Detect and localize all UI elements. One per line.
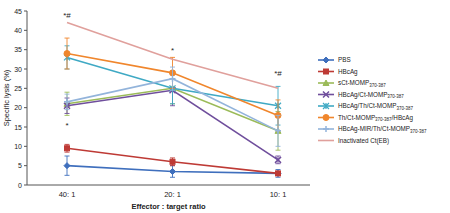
legend-item: HBcAg [318, 68, 358, 76]
y-tick-label: 0 [18, 182, 22, 189]
annotation: *# [63, 11, 71, 20]
marker [323, 92, 329, 98]
legend-item: PBS [318, 56, 351, 63]
marker [65, 146, 70, 151]
marker [324, 69, 329, 74]
marker [323, 103, 329, 109]
marker [323, 126, 329, 132]
annotation: *# [274, 69, 282, 78]
legend-label: Th/Ct-MOMP370-387/HBcAg [338, 114, 413, 123]
chart: 0 5 10 15 20 25 30 35 40 45 40: 1 20: 1 10: 1 Effecto… [0, 0, 450, 213]
y-tick [24, 165, 27, 166]
legend-item: Th/Ct-MOMP370-387/HBcAg [318, 114, 413, 123]
x-tick-label: 40: 1 [59, 190, 76, 199]
series-line [67, 148, 278, 173]
error-bar [276, 171, 281, 175]
legend-item: HBcAg/Ct-MOMP370-387 [318, 91, 404, 100]
legend-label: sCt-MOMP370-387 [338, 79, 386, 88]
y-tick-label: 40 [14, 27, 22, 34]
legend-label: PBS [338, 56, 351, 63]
y-tick [24, 185, 27, 186]
error-bar [65, 156, 70, 175]
series [64, 46, 281, 125]
marker [170, 168, 176, 174]
marker [64, 51, 70, 57]
series-line [67, 23, 278, 89]
series-line [67, 54, 278, 116]
y-tick [24, 69, 27, 70]
error-bar [170, 158, 175, 166]
y-tick [24, 88, 27, 89]
series [64, 156, 281, 177]
series [64, 67, 281, 146]
y-tick-label: 10 [14, 143, 22, 150]
marker [64, 99, 70, 105]
y-tick [24, 107, 27, 108]
series-line [67, 57, 278, 105]
error-bar [65, 38, 70, 69]
legend-label: HBcAg/Ct-MOMP370-387 [338, 91, 404, 100]
marker [276, 171, 281, 176]
error-bar [276, 112, 281, 151]
y-tick [24, 30, 27, 31]
x-tick-label: 20: 1 [164, 190, 181, 199]
series [65, 144, 281, 176]
error-bar [170, 67, 175, 90]
legend-item: HBcAg-MIR/Th/Ct-MOMP370-387 [318, 125, 427, 134]
annotation: * [171, 46, 174, 55]
y-axis-title: Specific lysis (%) [2, 69, 11, 126]
marker [275, 128, 281, 134]
y-tick [24, 11, 27, 12]
marker [170, 159, 175, 164]
annotation: * [65, 121, 68, 130]
error-bar [170, 166, 175, 178]
marker [275, 128, 281, 134]
legend-item: sCt-MOMP370-387 [318, 79, 386, 88]
marker [323, 57, 329, 63]
legend-label: HBcAg/Th/Ct-MOMP370-387 [338, 102, 413, 111]
legend-item: HBcAg/Th/Ct-MOMP370-387 [318, 102, 413, 111]
series [67, 23, 278, 89]
plot-area [64, 23, 281, 178]
marker [275, 157, 281, 163]
x-tick-label: 10: 1 [270, 190, 287, 199]
marker [323, 80, 329, 86]
legend-label: HBcAg [338, 68, 358, 76]
legend-item: Inactivated Ct(EB) [318, 137, 389, 145]
y-tick-label: 35 [14, 46, 22, 53]
error-bar [65, 144, 70, 152]
y-tick [24, 127, 27, 128]
series [64, 38, 281, 131]
x-axis [27, 185, 310, 186]
error-bar [65, 92, 70, 115]
marker [170, 76, 176, 82]
legend-label: Inactivated Ct(EB) [338, 137, 389, 145]
y-tick-label: 20 [14, 104, 22, 111]
marker [64, 163, 70, 169]
y-tick-label: 45 [14, 8, 22, 15]
y-tick-label: 25 [14, 85, 22, 92]
y-axis [27, 11, 28, 185]
x-axis-title: Effector : target ratio [131, 202, 206, 211]
y-tick [24, 146, 27, 147]
y-tick-label: 30 [14, 66, 22, 73]
marker [323, 115, 329, 121]
error-bar [65, 94, 70, 109]
y-tick-label: 15 [14, 124, 22, 131]
error-bar [276, 170, 281, 178]
legend-line [318, 140, 334, 142]
error-bar [276, 115, 281, 146]
error-bar [276, 156, 281, 164]
y-tick-label: 5 [18, 162, 22, 169]
legend-label: HBcAg-MIR/Th/Ct-MOMP370-387 [338, 125, 427, 134]
marker [275, 170, 281, 176]
y-tick [24, 49, 27, 50]
